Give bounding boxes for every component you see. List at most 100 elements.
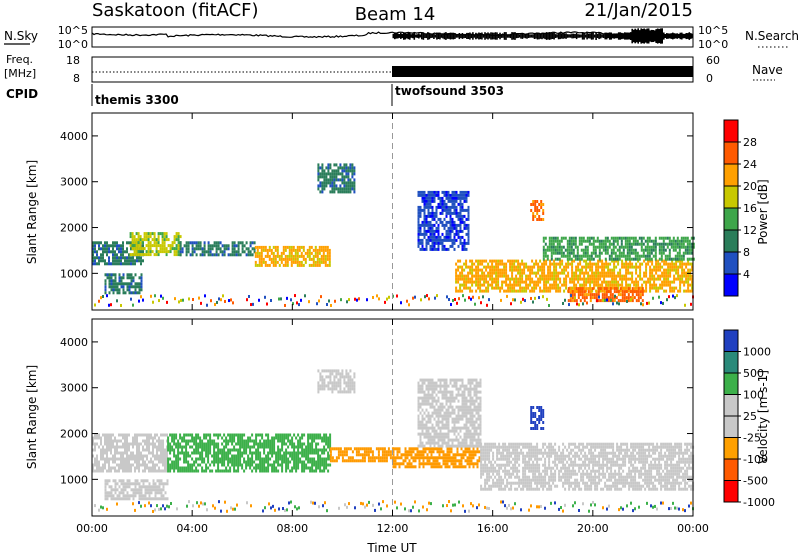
nsearch-bar [637, 28, 639, 44]
y-tick-label: 1000 [60, 473, 88, 486]
nsearch-bar [467, 32, 470, 39]
velocity-colorbar: 1000 500 100 25 -25 -100 -500 -1000 [723, 329, 775, 509]
nsearch-bar [548, 32, 551, 40]
nsearch-bar [434, 34, 437, 38]
x-tick-label: 12:00 [377, 522, 409, 535]
nsearch-bar [509, 33, 512, 39]
nsearch-bar [544, 33, 546, 40]
nsearch-bar [488, 33, 491, 39]
nsearch-bar [682, 33, 685, 39]
nsearch-bar [404, 32, 407, 40]
nsearch-bar [410, 34, 413, 38]
nsearch-bar [620, 32, 623, 40]
nsearch-label: N.Search [745, 29, 799, 43]
power-colorbar-swatch [724, 164, 738, 186]
velocity-colorbar-tick-label: 500 [743, 367, 764, 380]
nsearch-tick-top: 10^5 [698, 24, 728, 37]
nsky-line [91, 31, 694, 39]
nsearch-bar [533, 32, 536, 39]
nsearch-bar [625, 32, 627, 40]
velocity-echo-band [329, 447, 394, 463]
nsearch-bar [569, 34, 572, 38]
nsearch-bar [436, 32, 438, 40]
freq-tick-top: 18 [66, 54, 80, 67]
nsearch-bar [655, 29, 657, 43]
nsearch-bar [669, 33, 671, 39]
velocity-near-range-scatter [94, 500, 694, 513]
power-y-label: Slant Range [km] [25, 160, 39, 264]
nsearch-bar [527, 33, 530, 38]
beam-title: Beam 14 [355, 4, 436, 25]
nsearch-bar [526, 33, 528, 39]
nsearch-bar [684, 33, 686, 39]
power-colorbar-swatch [724, 208, 738, 230]
site-title: Saskatoon (fitACF) [92, 0, 259, 21]
nsearch-bar [681, 32, 683, 40]
power-echo-band [530, 200, 545, 221]
nsearch-bar [577, 34, 579, 38]
nsearch-bar [685, 33, 688, 40]
power-echo-band [567, 287, 644, 303]
velocity-colorbar-tick-label: 25 [743, 410, 757, 423]
nsearch-bar [412, 33, 414, 39]
nsearch-bar [535, 33, 537, 39]
power-colorbar-swatch [724, 274, 738, 296]
nsearch-bar [455, 34, 458, 38]
y-tick-label: 3000 [60, 382, 88, 395]
nsearch-bar [663, 32, 665, 40]
freq-tick-bottom: 8 [73, 72, 80, 85]
nsearch-bar [640, 28, 642, 44]
nsearch-bar [604, 32, 606, 40]
velocity-colorbar-swatch [724, 351, 738, 373]
nsearch-bar [508, 34, 510, 38]
nsearch-bar [464, 33, 467, 38]
nsearch-bar [491, 32, 494, 40]
nsearch-bar [635, 29, 638, 43]
nsearch-bar [656, 28, 659, 44]
nsearch-bar [530, 34, 533, 38]
nsearch-bar [523, 34, 525, 38]
velocity-colorbar-tick-label: -500 [743, 475, 768, 488]
power-colorbar-tick-label: 20 [743, 180, 757, 193]
freq-strip: Freq. [MHz] 18 8 60 0 Nave [4, 53, 783, 85]
power-echo-band [104, 273, 143, 295]
date-title: 21/Jan/2015 [584, 0, 693, 21]
velocity-colorbar-tick-label: -25 [743, 432, 761, 445]
velocity-echo-band [417, 378, 482, 448]
nsearch-bar [440, 34, 443, 38]
nsearch-bar [687, 33, 689, 39]
nsearch-bar [511, 32, 513, 40]
nsearch-bar [550, 32, 552, 40]
nsearch-bar [581, 32, 584, 40]
nsearch-bar [589, 33, 591, 39]
velocity-echo-band [530, 406, 545, 430]
nsearch-bar [485, 33, 488, 39]
power-colorbar-swatch [724, 230, 738, 252]
nsearch-bar [613, 33, 615, 39]
power-colorbar-swatch [724, 252, 738, 274]
y-tick-label: 4000 [60, 336, 88, 349]
power-colorbar-swatch [724, 120, 738, 142]
nsearch-bar [415, 34, 417, 38]
power-colorbar-swatch [724, 142, 738, 164]
nsearch-bar [521, 33, 524, 39]
nsearch-bar [452, 32, 455, 40]
nsearch-bar [541, 32, 543, 40]
nsearch-bar [482, 34, 485, 38]
nsearch-bar [572, 33, 575, 39]
nsearch-bar [487, 32, 489, 40]
nsearch-bar [661, 28, 663, 44]
nsearch-bar [473, 34, 476, 38]
nsearch-bar [475, 32, 477, 40]
velocity-colorbar-swatch [724, 437, 738, 459]
nsearch-bar [643, 28, 645, 44]
nsearch-bar [667, 33, 670, 39]
y-tick-label: 4000 [60, 130, 88, 143]
nsearch-bar [599, 33, 602, 39]
nsearch-bar [445, 32, 447, 40]
nsearch-bar [592, 32, 594, 40]
nsearch-bar [461, 33, 464, 39]
nsearch-bar [458, 33, 461, 40]
nsearch-bar [616, 33, 618, 39]
